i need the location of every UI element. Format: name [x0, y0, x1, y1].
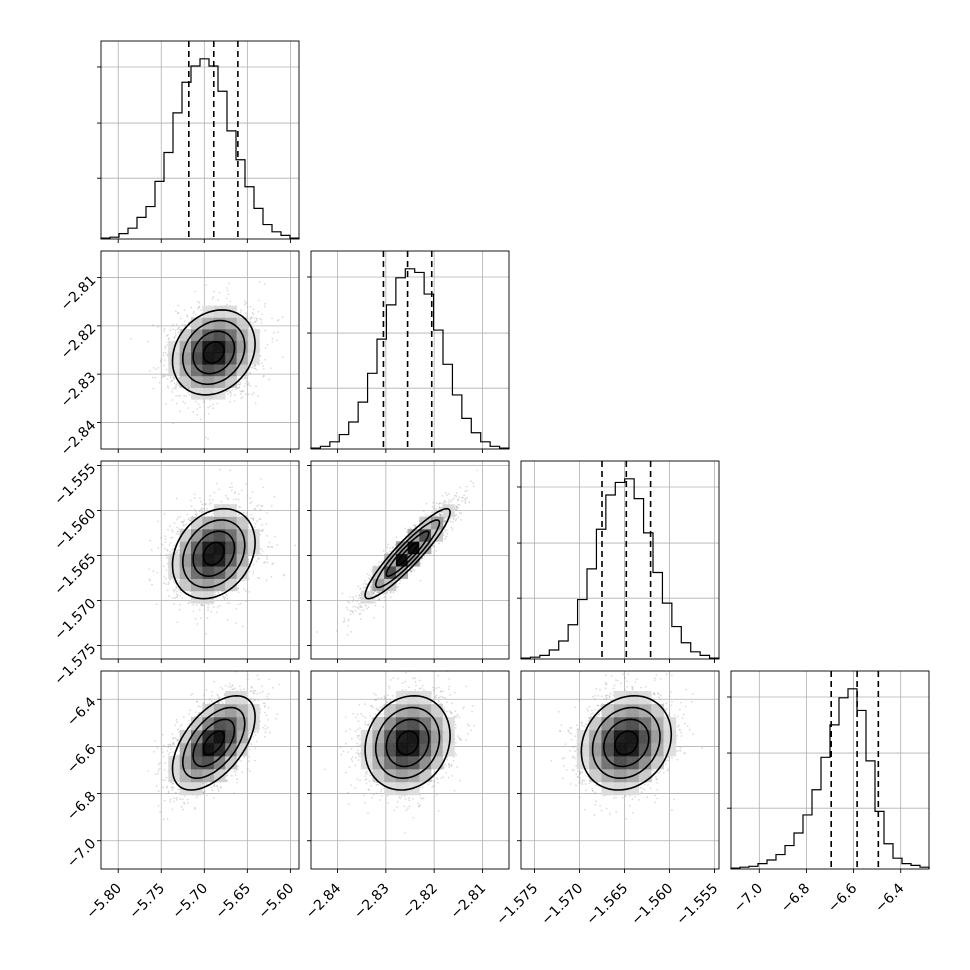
contour-3-0-2: [181, 706, 246, 780]
contour-3-2-3: [580, 694, 673, 791]
contour-2-1-1: [385, 530, 430, 578]
x-tick-label-3-0: −7.0: [731, 881, 766, 916]
x-tick-label-2-3: −1.560: [628, 881, 676, 929]
y-tick-label-1-0: −2.84: [58, 417, 100, 459]
scatter-panel-3-0: [97, 670, 300, 873]
x-tick-label-3-1: −6.8: [778, 881, 813, 916]
y-tick-label-2-2: −1.565: [51, 551, 99, 599]
scatter-panel-3-1: [307, 670, 510, 873]
scatter-panel-1-0: [97, 250, 300, 453]
histogram-3: [730, 688, 930, 869]
x-tick-label-2-4: −1.555: [673, 881, 721, 929]
y-tick-label-3-0: −7.0: [64, 836, 99, 871]
contour-3-1-1: [385, 718, 430, 768]
contour-2-0-0: [202, 541, 225, 566]
contour-2-0-1: [192, 530, 236, 578]
contour-2-0-3: [171, 507, 256, 600]
hist-frame-2: [520, 460, 720, 660]
scatter-panel-2-1: [307, 460, 510, 663]
y-tick-label-1-3: −2.81: [58, 273, 100, 315]
scatter-frame-2-0: [100, 460, 300, 660]
contour-1-0-0: [202, 341, 225, 364]
contour-3-2-0: [614, 730, 639, 756]
scatter-frame-2-1: [310, 460, 510, 660]
contour-3-2-1: [602, 718, 650, 768]
x-tick-label-3-2: −6.6: [825, 880, 860, 915]
histogram-panel-2: [517, 460, 720, 663]
contour-1-0-1: [192, 330, 236, 375]
y-tick-label-1-1: −2.83: [58, 369, 100, 411]
x-tick-label-1-0: −2.84: [303, 880, 345, 922]
x-tick-label-0-2: −5.70: [169, 881, 211, 923]
x-tick-label-2-1: −1.570: [538, 881, 586, 929]
contour-3-1-0: [396, 730, 419, 756]
y-tick-label-3-2: −6.6: [64, 741, 99, 776]
x-tick-label-0-1: −5.75: [126, 881, 168, 923]
x-tick-label-2-2: −1.565: [583, 881, 631, 929]
histogram-0: [100, 58, 300, 239]
contour-3-1-2: [374, 706, 441, 780]
y-tick-label-2-3: −1.560: [51, 506, 99, 554]
x-tick-label-0-4: −5.60: [256, 881, 298, 923]
x-tick-label-3-3: −6.4: [872, 880, 907, 915]
contour-2-0-2: [181, 519, 246, 589]
x-tick-label-2-0: −1.575: [493, 881, 541, 929]
histogram-panel-1: [307, 250, 510, 453]
y-tick-label-1-2: −2.82: [58, 321, 100, 363]
x-tick-label-0-0: −5.80: [83, 881, 125, 923]
scatter-frame-1-0: [100, 250, 300, 450]
y-tick-label-3-1: −6.8: [64, 789, 99, 824]
hist-frame-1: [310, 250, 510, 450]
histogram-1: [310, 268, 510, 449]
y-tick-label-2-4: −1.555: [51, 461, 99, 509]
contour-3-0-1: [192, 718, 236, 768]
contour-2-1-2: [374, 519, 441, 589]
x-tick-label-0-3: −5.65: [213, 881, 255, 923]
scatter-frame-3-0: [100, 670, 300, 870]
contour-3-0-0: [202, 730, 225, 756]
y-tick-label-2-0: −1.575: [51, 641, 99, 689]
x-tick-label-1-2: −2.82: [399, 881, 441, 923]
contour-3-1-3: [364, 694, 451, 791]
contour-3-0-3: [171, 694, 256, 791]
histogram-2: [520, 478, 720, 659]
y-tick-label-3-3: −6.4: [64, 694, 99, 729]
y-tick-label-2-1: −1.570: [51, 596, 99, 644]
scatter-panel-3-2: [517, 670, 720, 873]
contour-3-2-2: [591, 706, 661, 780]
contour-2-1-3: [364, 507, 451, 600]
contour-1-0-3: [171, 309, 256, 396]
scatter-panel-2-0: [97, 460, 300, 663]
hist-frame-3: [730, 670, 930, 870]
histogram-panel-3: [727, 670, 930, 873]
scatter-frame-3-1: [310, 670, 510, 870]
contour-2-1-0: [396, 541, 419, 566]
contour-1-0-2: [181, 319, 246, 386]
scatter-frame-3-2: [520, 670, 720, 870]
hist-frame-0: [100, 40, 300, 240]
x-tick-label-1-3: −2.81: [448, 881, 490, 923]
x-tick-label-1-1: −2.83: [351, 881, 393, 923]
histogram-panel-0: [97, 40, 300, 243]
